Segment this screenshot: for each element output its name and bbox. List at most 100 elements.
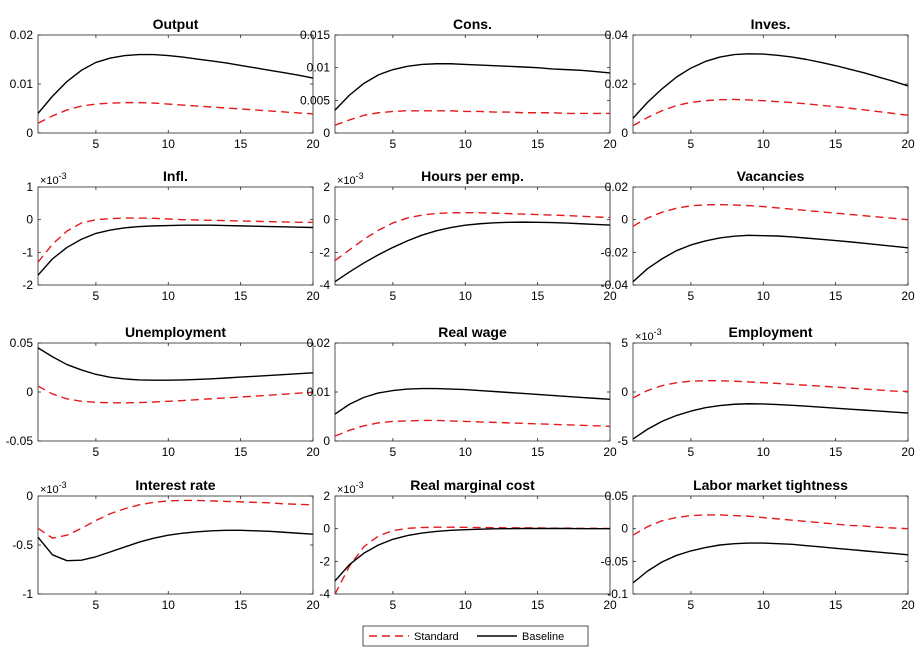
legend-label-baseline: Baseline [522,631,564,643]
panel-output: Output 5 10 15 20 0 0.01 0.02 [10,16,320,151]
series-line-baseline [334,527,610,582]
panel-hours-per-emp: Hours per emp. ×10-3 5 10 15 20 -4 -2 0 2 [319,168,617,303]
axis-exponent-power: -3 [356,480,364,490]
panel-title: Vacancies [737,168,805,184]
y-tick-label: 0.04 [605,28,629,42]
x-tick-label: 10 [459,445,473,459]
y-tick-label: 0.015 [300,28,330,42]
y-tick-label: -1 [22,245,33,259]
x-tick-label: 5 [390,445,397,459]
x-tick-label: 15 [531,598,545,612]
x-tick-label: 20 [603,289,617,303]
axes-box [37,34,314,134]
y-tick-label: 0.05 [605,489,629,503]
x-tick-label: 15 [234,289,248,303]
y-tick-label: 0.01 [307,385,331,399]
axis-exponent: ×10-3 [337,480,364,496]
y-tick-label: -0.05 [6,434,34,448]
axes-box [37,186,314,286]
panel-real-marginal-cost: Real marginal cost ×10-3 5 10 15 20 -4 -2 0 2 [319,477,617,612]
axis-exponent: ×10-3 [337,171,364,187]
x-tick-label: 15 [829,598,843,612]
x-tick-label: 20 [306,445,320,459]
axes-box [632,495,909,595]
x-tick-label: 10 [459,289,473,303]
y-tick-label: -2 [22,278,33,292]
y-tick-label: 0 [621,213,628,227]
panel-interest-rate: Interest rate ×10-3 5 10 15 20 -1 -0.5 0 [12,477,320,612]
x-tick-label: 5 [93,598,100,612]
panel-title: Output [153,16,199,32]
y-tick-label: 0 [26,489,33,503]
x-tick-label: 15 [234,445,248,459]
series-line-baseline [37,224,314,276]
x-tick-label: 10 [459,137,473,151]
x-tick-label: 10 [757,137,771,151]
x-tick-label: 10 [459,598,473,612]
x-tick-label: 5 [688,445,695,459]
axes-box [37,495,314,595]
panel-title: Employment [728,324,812,340]
x-tick-label: 10 [757,445,771,459]
x-tick-label: 20 [603,445,617,459]
axis-exponent-power: -3 [356,171,364,181]
panel-title: Real wage [438,324,507,340]
y-tick-label: 0 [621,522,628,536]
x-tick-label: 15 [531,137,545,151]
x-tick-label: 15 [829,445,843,459]
x-tick-label: 5 [93,289,100,303]
series-line-baseline [334,221,611,283]
axes-box [334,495,611,595]
series-line-baseline [37,53,314,114]
x-tick-label: 10 [162,598,176,612]
x-tick-label: 5 [390,598,397,612]
x-tick-label: 15 [531,289,545,303]
y-tick-label: -5 [617,434,628,448]
legend-box [362,625,589,647]
panel-title: Infl. [163,168,188,184]
x-tick-label: 20 [901,137,915,151]
panel-title: Interest rate [135,477,215,493]
y-tick-label: 0 [26,385,33,399]
axis-exponent: ×10-3 [635,327,662,343]
y-tick-label: -1 [22,587,33,601]
panel-title: Cons. [453,16,492,32]
y-tick-label: 0.01 [307,61,331,75]
panel-unemployment: Unemployment 5 10 15 20 -0.05 0 0.05 [6,324,320,459]
axes-box [334,342,611,442]
x-tick-label: 20 [603,137,617,151]
y-tick-label: 0 [26,126,33,140]
y-tick-label: 0 [621,385,628,399]
y-tick-label: -4 [319,587,330,601]
y-tick-label: -2 [319,245,330,259]
axis-exponent-power: -3 [59,480,67,490]
axes-box [632,342,909,442]
y-tick-label: 0 [323,434,330,448]
x-tick-label: 10 [757,289,771,303]
y-tick-label: 0 [323,126,330,140]
panel-title: Hours per emp. [421,168,524,184]
x-tick-label: 5 [93,445,100,459]
x-tick-label: 5 [390,137,397,151]
x-tick-label: 20 [603,598,617,612]
axis-exponent-power: -3 [654,327,662,337]
y-tick-label: 0.05 [10,336,34,350]
y-tick-label: 0 [621,126,628,140]
axis-exponent: ×10-3 [40,171,67,187]
y-tick-label: -0.05 [601,554,629,568]
panel-title: Labor market tightness [693,477,848,493]
y-tick-label: 2 [323,489,330,503]
y-tick-label: 2 [323,180,330,194]
panel-title: Inves. [751,16,791,32]
series-line-baseline [37,347,314,381]
axes-box [632,34,909,134]
series-line-baseline [37,529,314,562]
axis-exponent-power: -3 [59,171,67,181]
series-line-baseline [632,403,909,440]
y-tick-label: 0.01 [10,77,34,91]
panel-title: Unemployment [125,324,226,340]
y-tick-label: -0.02 [601,245,629,259]
